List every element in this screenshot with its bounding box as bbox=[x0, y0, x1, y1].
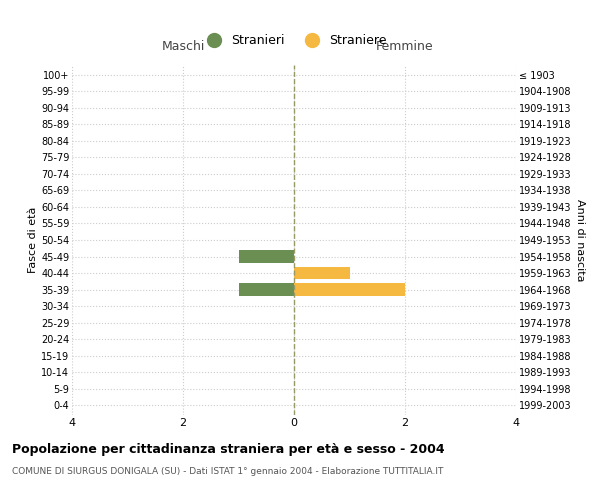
Text: COMUNE DI SIURGUS DONIGALA (SU) - Dati ISTAT 1° gennaio 2004 - Elaborazione TUTT: COMUNE DI SIURGUS DONIGALA (SU) - Dati I… bbox=[12, 468, 443, 476]
Text: Maschi: Maschi bbox=[161, 40, 205, 52]
Bar bbox=[294, 267, 349, 279]
Bar bbox=[239, 250, 294, 262]
Y-axis label: Anni di nascita: Anni di nascita bbox=[575, 198, 586, 281]
Bar bbox=[294, 284, 405, 296]
Bar bbox=[239, 284, 294, 296]
Text: Femmine: Femmine bbox=[376, 40, 434, 52]
Legend: Stranieri, Straniere: Stranieri, Straniere bbox=[196, 29, 392, 52]
Text: Popolazione per cittadinanza straniera per età e sesso - 2004: Popolazione per cittadinanza straniera p… bbox=[12, 442, 445, 456]
Y-axis label: Fasce di età: Fasce di età bbox=[28, 207, 38, 273]
